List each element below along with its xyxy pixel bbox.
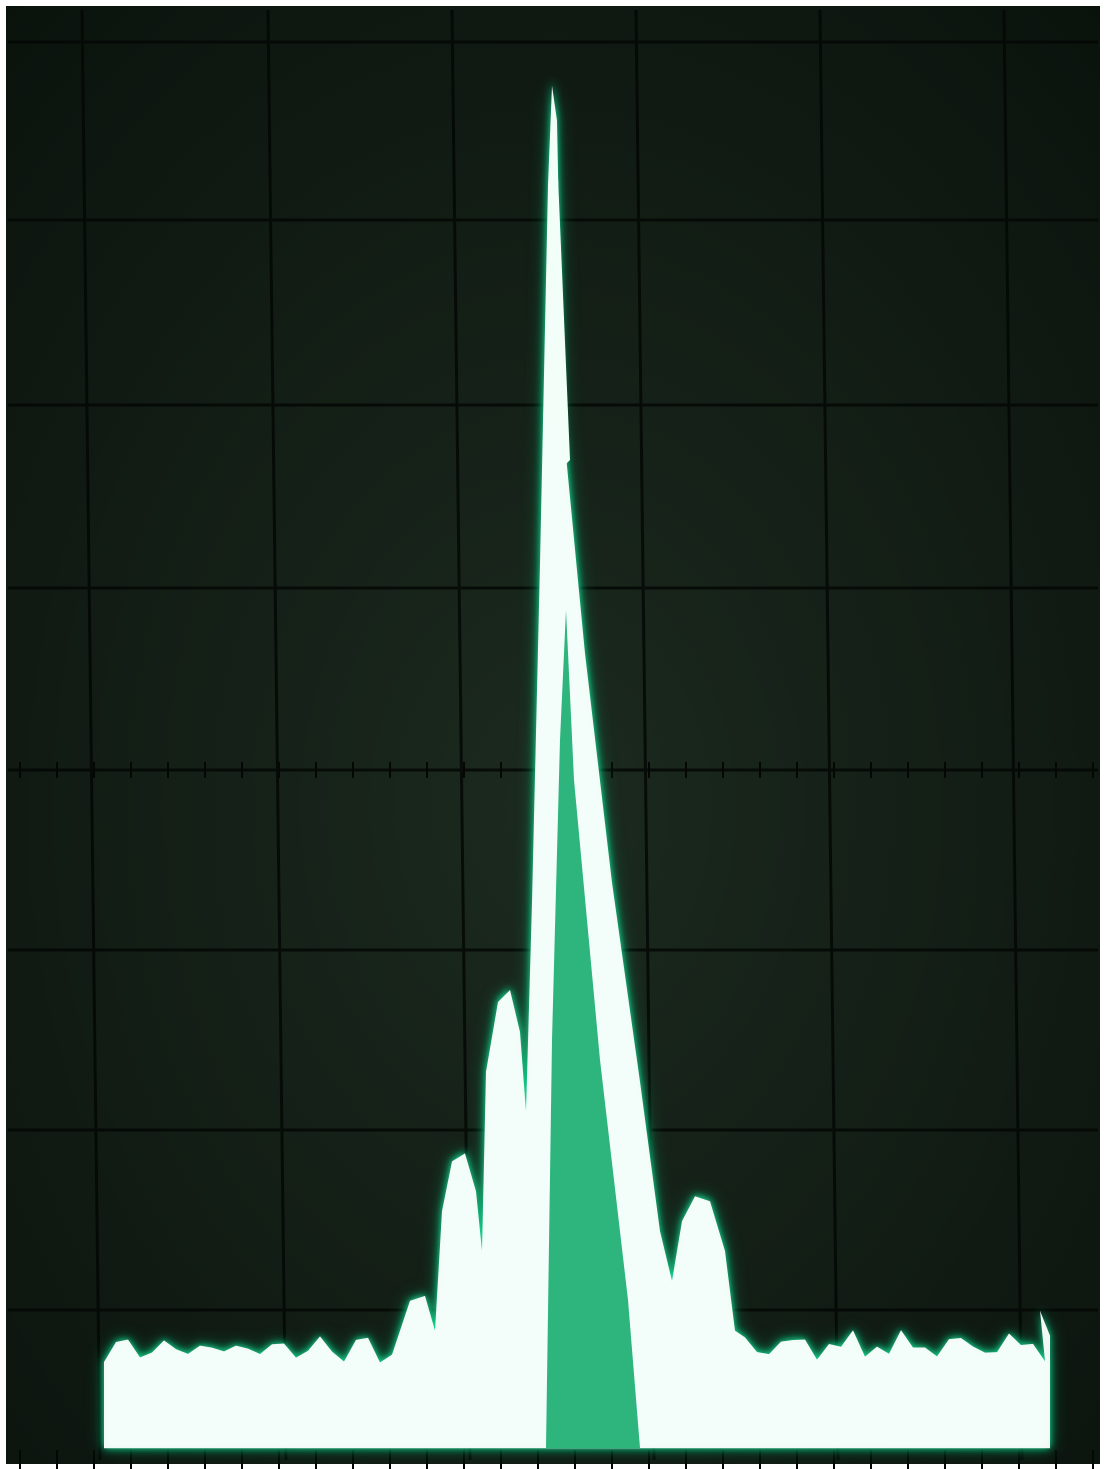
spectrum-trace bbox=[104, 80, 1050, 1449]
trace-inner-gap bbox=[546, 610, 640, 1448]
graticule-vertical-line bbox=[266, 9, 288, 1461]
graticule-vertical-line bbox=[818, 9, 840, 1461]
trace-core bbox=[104, 85, 1050, 1449]
main-peak-spike bbox=[540, 92, 570, 600]
graticule-center-ticks bbox=[19, 762, 1094, 1469]
graticule-vertical-line bbox=[80, 9, 102, 1461]
graticule-vertical-line bbox=[1002, 9, 1024, 1461]
